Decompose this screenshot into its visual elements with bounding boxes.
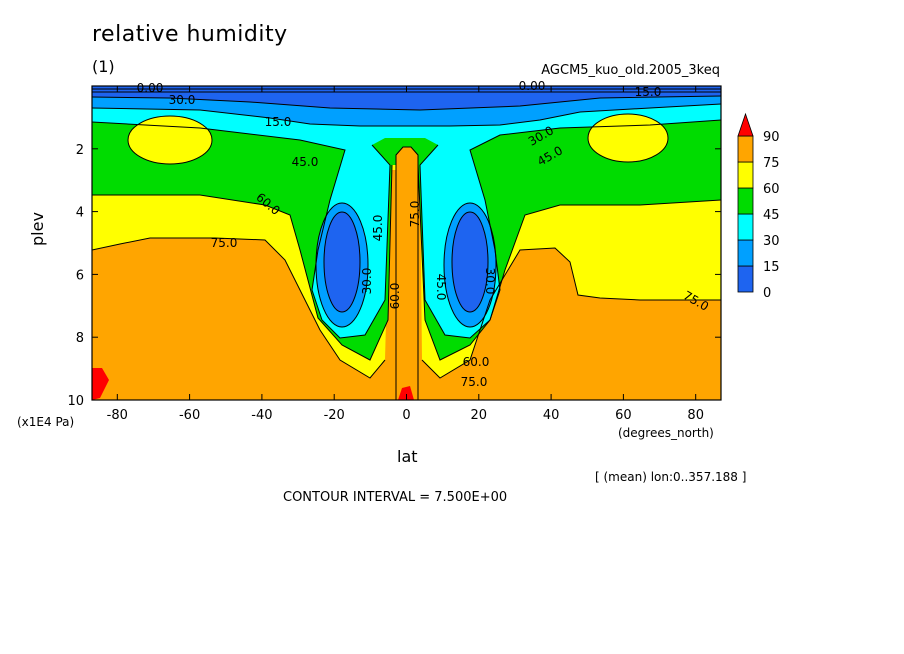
colorbar-label: 15 <box>763 260 780 275</box>
x-tick-label: -80 <box>107 408 128 423</box>
contour-label: 0.00 <box>137 81 164 95</box>
axis-ticks: -80 -60 -40 -20 0 20 40 60 80 2 4 6 8 10 <box>67 86 721 423</box>
colorbar-labels: 90 75 60 45 30 15 0 <box>763 130 780 301</box>
contour-label: 30.0 <box>360 268 374 295</box>
contour-fill-layers <box>92 86 721 400</box>
x-tick-label: 0 <box>402 408 410 423</box>
panel-number: (1) <box>92 57 115 76</box>
contour-interval: CONTOUR INTERVAL = 7.500E+00 <box>283 490 508 505</box>
y-tick-label: 2 <box>76 143 84 158</box>
contour-label: 75.0 <box>211 236 238 250</box>
x-tick-label: -60 <box>179 408 200 423</box>
contour-label: 60.0 <box>388 283 402 310</box>
contour-label: 30.0 <box>169 93 196 107</box>
y-axis-label: plev <box>28 212 47 246</box>
x-axis-unit: (degrees_north) <box>618 426 714 440</box>
y-tick-label: 6 <box>76 268 84 283</box>
x-tick-label: 40 <box>543 408 560 423</box>
x-axis-label: lat <box>397 447 418 466</box>
colorbar-label: 0 <box>763 286 771 301</box>
contour-label: 15.0 <box>635 85 662 99</box>
contour-label: 0.00 <box>519 79 546 93</box>
contour-label: 75.0 <box>461 375 488 389</box>
chart-title: relative humidity <box>92 22 288 47</box>
y-tick-label: 4 <box>76 206 84 221</box>
contour-label: 30.0 <box>483 268 497 295</box>
mean-note: [ (mean) lon:0..357.188 ] <box>595 470 747 484</box>
colorbar-overflow-triangle <box>737 112 754 137</box>
colorbar <box>737 112 754 293</box>
colorbar-swatch-15-30 <box>737 239 754 267</box>
contour-label: 15.0 <box>265 115 292 129</box>
colorbar-swatch-75-90 <box>737 135 754 163</box>
colorbar-label: 75 <box>763 156 780 171</box>
x-tick-label: -20 <box>324 408 345 423</box>
contour-label: 45.0 <box>292 155 319 169</box>
y-tick-label: 8 <box>76 331 84 346</box>
y-axis-unit: (x1E4 Pa) <box>17 415 75 429</box>
colorbar-swatch-0-15 <box>737 265 754 293</box>
colorbar-label: 30 <box>763 234 780 249</box>
colorbar-swatch-60-75 <box>737 161 754 189</box>
x-tick-label: 20 <box>471 408 488 423</box>
colorbar-swatch-45-60 <box>737 187 754 215</box>
y-tick-label: 10 <box>67 394 84 409</box>
run-name: AGCM5_kuo_old.2005_3keq <box>541 63 720 78</box>
x-tick-label: -40 <box>251 408 272 423</box>
colorbar-label: 60 <box>763 182 780 197</box>
colorbar-swatch-30-45 <box>737 213 754 241</box>
contour-label: 75.0 <box>408 201 422 228</box>
colorbar-label: 45 <box>763 208 780 223</box>
colorbar-label: 90 <box>763 130 780 145</box>
contour-label: 45.0 <box>434 274 448 301</box>
x-tick-label: 60 <box>615 408 632 423</box>
contour-label: 60.0 <box>463 355 490 369</box>
contour-label: 45.0 <box>371 215 385 242</box>
x-tick-label: 80 <box>687 408 704 423</box>
